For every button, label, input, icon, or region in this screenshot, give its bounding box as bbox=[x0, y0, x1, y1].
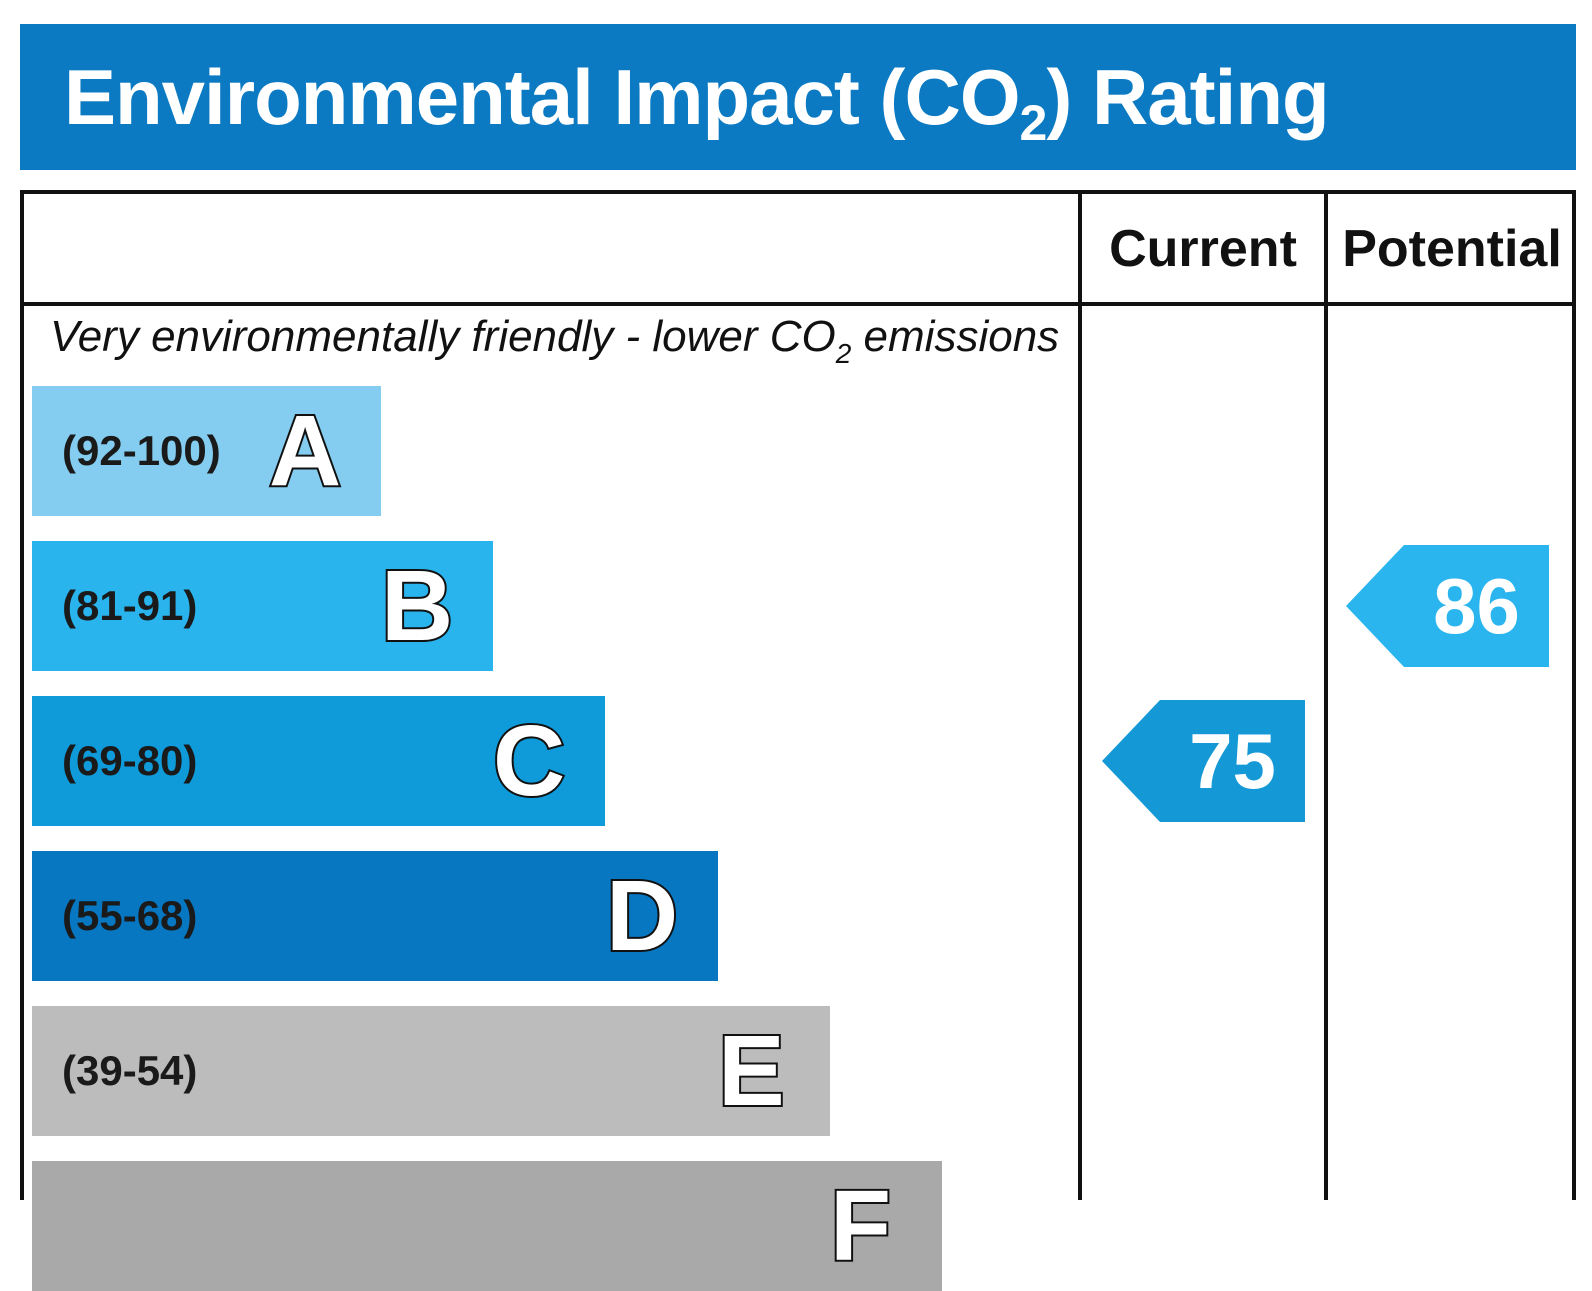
potential-header: Potential bbox=[1342, 220, 1562, 278]
column-divider-current bbox=[1078, 194, 1082, 1200]
band-letter-f: F bbox=[828, 1168, 893, 1284]
band-letter-b: B bbox=[379, 548, 455, 664]
band-c: (69-80) C bbox=[32, 696, 605, 826]
band-range-c: (69-80) bbox=[62, 737, 198, 784]
band-letter-c: C bbox=[491, 703, 567, 819]
top-note: Very environmentally friendly - lower CO… bbox=[50, 312, 1060, 369]
band-range-d: (55-68) bbox=[62, 892, 198, 939]
title-bar: Environmental Impact (CO2) Rating bbox=[20, 24, 1576, 170]
band-range-e: (39-54) bbox=[62, 1047, 198, 1094]
band-f: F bbox=[32, 1161, 942, 1291]
header-divider bbox=[24, 302, 1572, 306]
band-a: (92-100) A bbox=[32, 386, 381, 516]
band-letter-a: A bbox=[267, 393, 343, 509]
column-divider-potential bbox=[1324, 194, 1328, 1200]
rating-table: Current Potential Very environmentally f… bbox=[20, 190, 1576, 1291]
band-b: (81-91) B bbox=[32, 541, 493, 671]
current-rating-arrow: 75 bbox=[1102, 700, 1305, 822]
band-d: (55-68) D bbox=[32, 851, 718, 981]
potential-rating-arrow: 86 bbox=[1346, 545, 1549, 667]
current-header: Current bbox=[1109, 220, 1297, 278]
band-e: (39-54) E bbox=[32, 1006, 830, 1136]
current-rating-arrow-value: 75 bbox=[1189, 717, 1276, 805]
band-range-b: (81-91) bbox=[62, 582, 198, 629]
potential-rating-arrow-value: 86 bbox=[1433, 562, 1520, 650]
chart-title: Environmental Impact (CO2) Rating bbox=[64, 53, 1330, 151]
band-letter-d: D bbox=[604, 858, 680, 974]
band-range-a: (92-100) bbox=[62, 427, 221, 474]
band-letter-e: E bbox=[716, 1013, 787, 1129]
